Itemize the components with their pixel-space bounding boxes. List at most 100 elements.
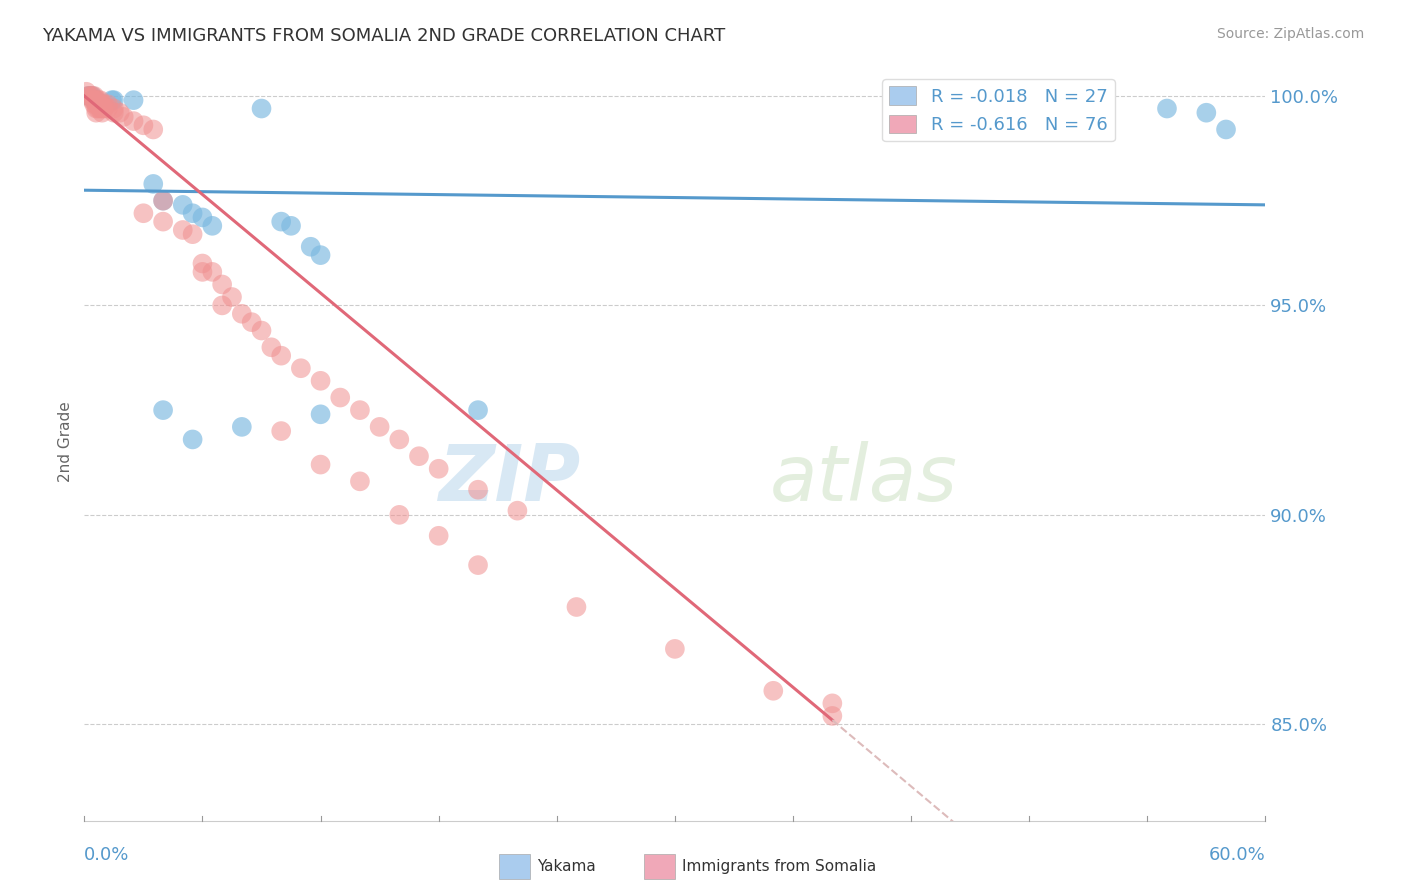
Point: [408, 449, 430, 463]
Point: [82, 89, 104, 103]
Point: [97, 97, 120, 112]
Point: [152, 403, 174, 417]
Point: [89, 97, 111, 112]
Point: [821, 709, 844, 723]
Point: [565, 599, 588, 614]
Point: [103, 105, 125, 120]
Point: [231, 420, 253, 434]
Point: [79, 89, 101, 103]
Text: Immigrants from Somalia: Immigrants from Somalia: [682, 859, 876, 873]
Point: [427, 462, 450, 476]
Point: [231, 307, 253, 321]
Point: [89, 102, 111, 116]
Point: [112, 110, 135, 124]
Point: [122, 93, 145, 107]
Text: 60.0%: 60.0%: [1209, 846, 1265, 863]
Point: [77, 89, 100, 103]
Point: [93, 97, 115, 112]
Point: [467, 558, 489, 573]
Point: [309, 374, 332, 388]
Point: [152, 194, 174, 208]
Point: [260, 340, 283, 354]
Point: [87, 102, 110, 116]
Point: [91, 97, 114, 112]
Point: [84, 93, 107, 107]
Y-axis label: 2nd Grade: 2nd Grade: [58, 401, 73, 482]
Point: [290, 361, 312, 376]
Point: [122, 114, 145, 128]
Legend: R = -0.018   N = 27, R = -0.616   N = 76: R = -0.018 N = 27, R = -0.616 N = 76: [882, 79, 1115, 141]
Point: [270, 214, 292, 228]
Point: [221, 290, 243, 304]
Point: [201, 219, 224, 233]
Point: [280, 219, 302, 233]
Point: [77, 89, 100, 103]
Point: [142, 177, 165, 191]
Text: 0.0%: 0.0%: [84, 846, 129, 863]
Point: [762, 683, 785, 698]
Point: [191, 265, 214, 279]
Point: [172, 198, 194, 212]
Point: [83, 93, 105, 107]
Point: [250, 324, 273, 338]
Point: [467, 403, 489, 417]
Point: [89, 93, 111, 107]
Point: [75, 85, 97, 99]
Point: [191, 211, 214, 225]
Point: [84, 97, 107, 112]
Point: [83, 97, 105, 112]
Point: [84, 105, 107, 120]
Point: [427, 529, 450, 543]
Point: [211, 298, 233, 312]
Point: [103, 102, 125, 116]
Point: [101, 93, 124, 107]
Point: [1195, 105, 1218, 120]
Point: [1215, 122, 1237, 136]
Point: [83, 93, 105, 107]
Point: [388, 508, 411, 522]
Point: [309, 248, 332, 262]
Text: atlas: atlas: [769, 442, 957, 517]
Point: [142, 122, 165, 136]
Text: YAKAMA VS IMMIGRANTS FROM SOMALIA 2ND GRADE CORRELATION CHART: YAKAMA VS IMMIGRANTS FROM SOMALIA 2ND GR…: [42, 27, 725, 45]
Point: [93, 102, 115, 116]
Point: [388, 433, 411, 447]
Text: ZIP: ZIP: [439, 442, 581, 517]
Point: [506, 503, 529, 517]
Point: [181, 433, 204, 447]
Point: [132, 118, 155, 132]
Point: [91, 105, 114, 120]
Point: [821, 697, 844, 711]
Point: [152, 214, 174, 228]
Point: [349, 403, 371, 417]
Text: Source: ZipAtlas.com: Source: ZipAtlas.com: [1216, 27, 1364, 41]
Point: [250, 102, 273, 116]
Point: [87, 97, 110, 112]
Point: [309, 458, 332, 472]
Point: [108, 105, 131, 120]
Point: [181, 206, 204, 220]
Point: [97, 102, 120, 116]
Point: [91, 102, 114, 116]
Point: [83, 89, 105, 103]
Point: [349, 475, 371, 489]
Point: [329, 391, 352, 405]
Point: [664, 641, 686, 656]
Point: [87, 93, 110, 107]
Point: [84, 93, 107, 107]
Point: [299, 240, 322, 254]
Point: [79, 89, 101, 103]
Point: [270, 349, 292, 363]
Point: [172, 223, 194, 237]
Point: [181, 227, 204, 242]
Point: [103, 93, 125, 107]
Point: [211, 277, 233, 292]
Point: [1156, 102, 1178, 116]
Text: Yakama: Yakama: [537, 859, 596, 873]
Point: [82, 93, 104, 107]
Point: [240, 315, 263, 329]
Point: [84, 102, 107, 116]
Point: [191, 256, 214, 270]
Point: [132, 206, 155, 220]
Point: [368, 420, 391, 434]
